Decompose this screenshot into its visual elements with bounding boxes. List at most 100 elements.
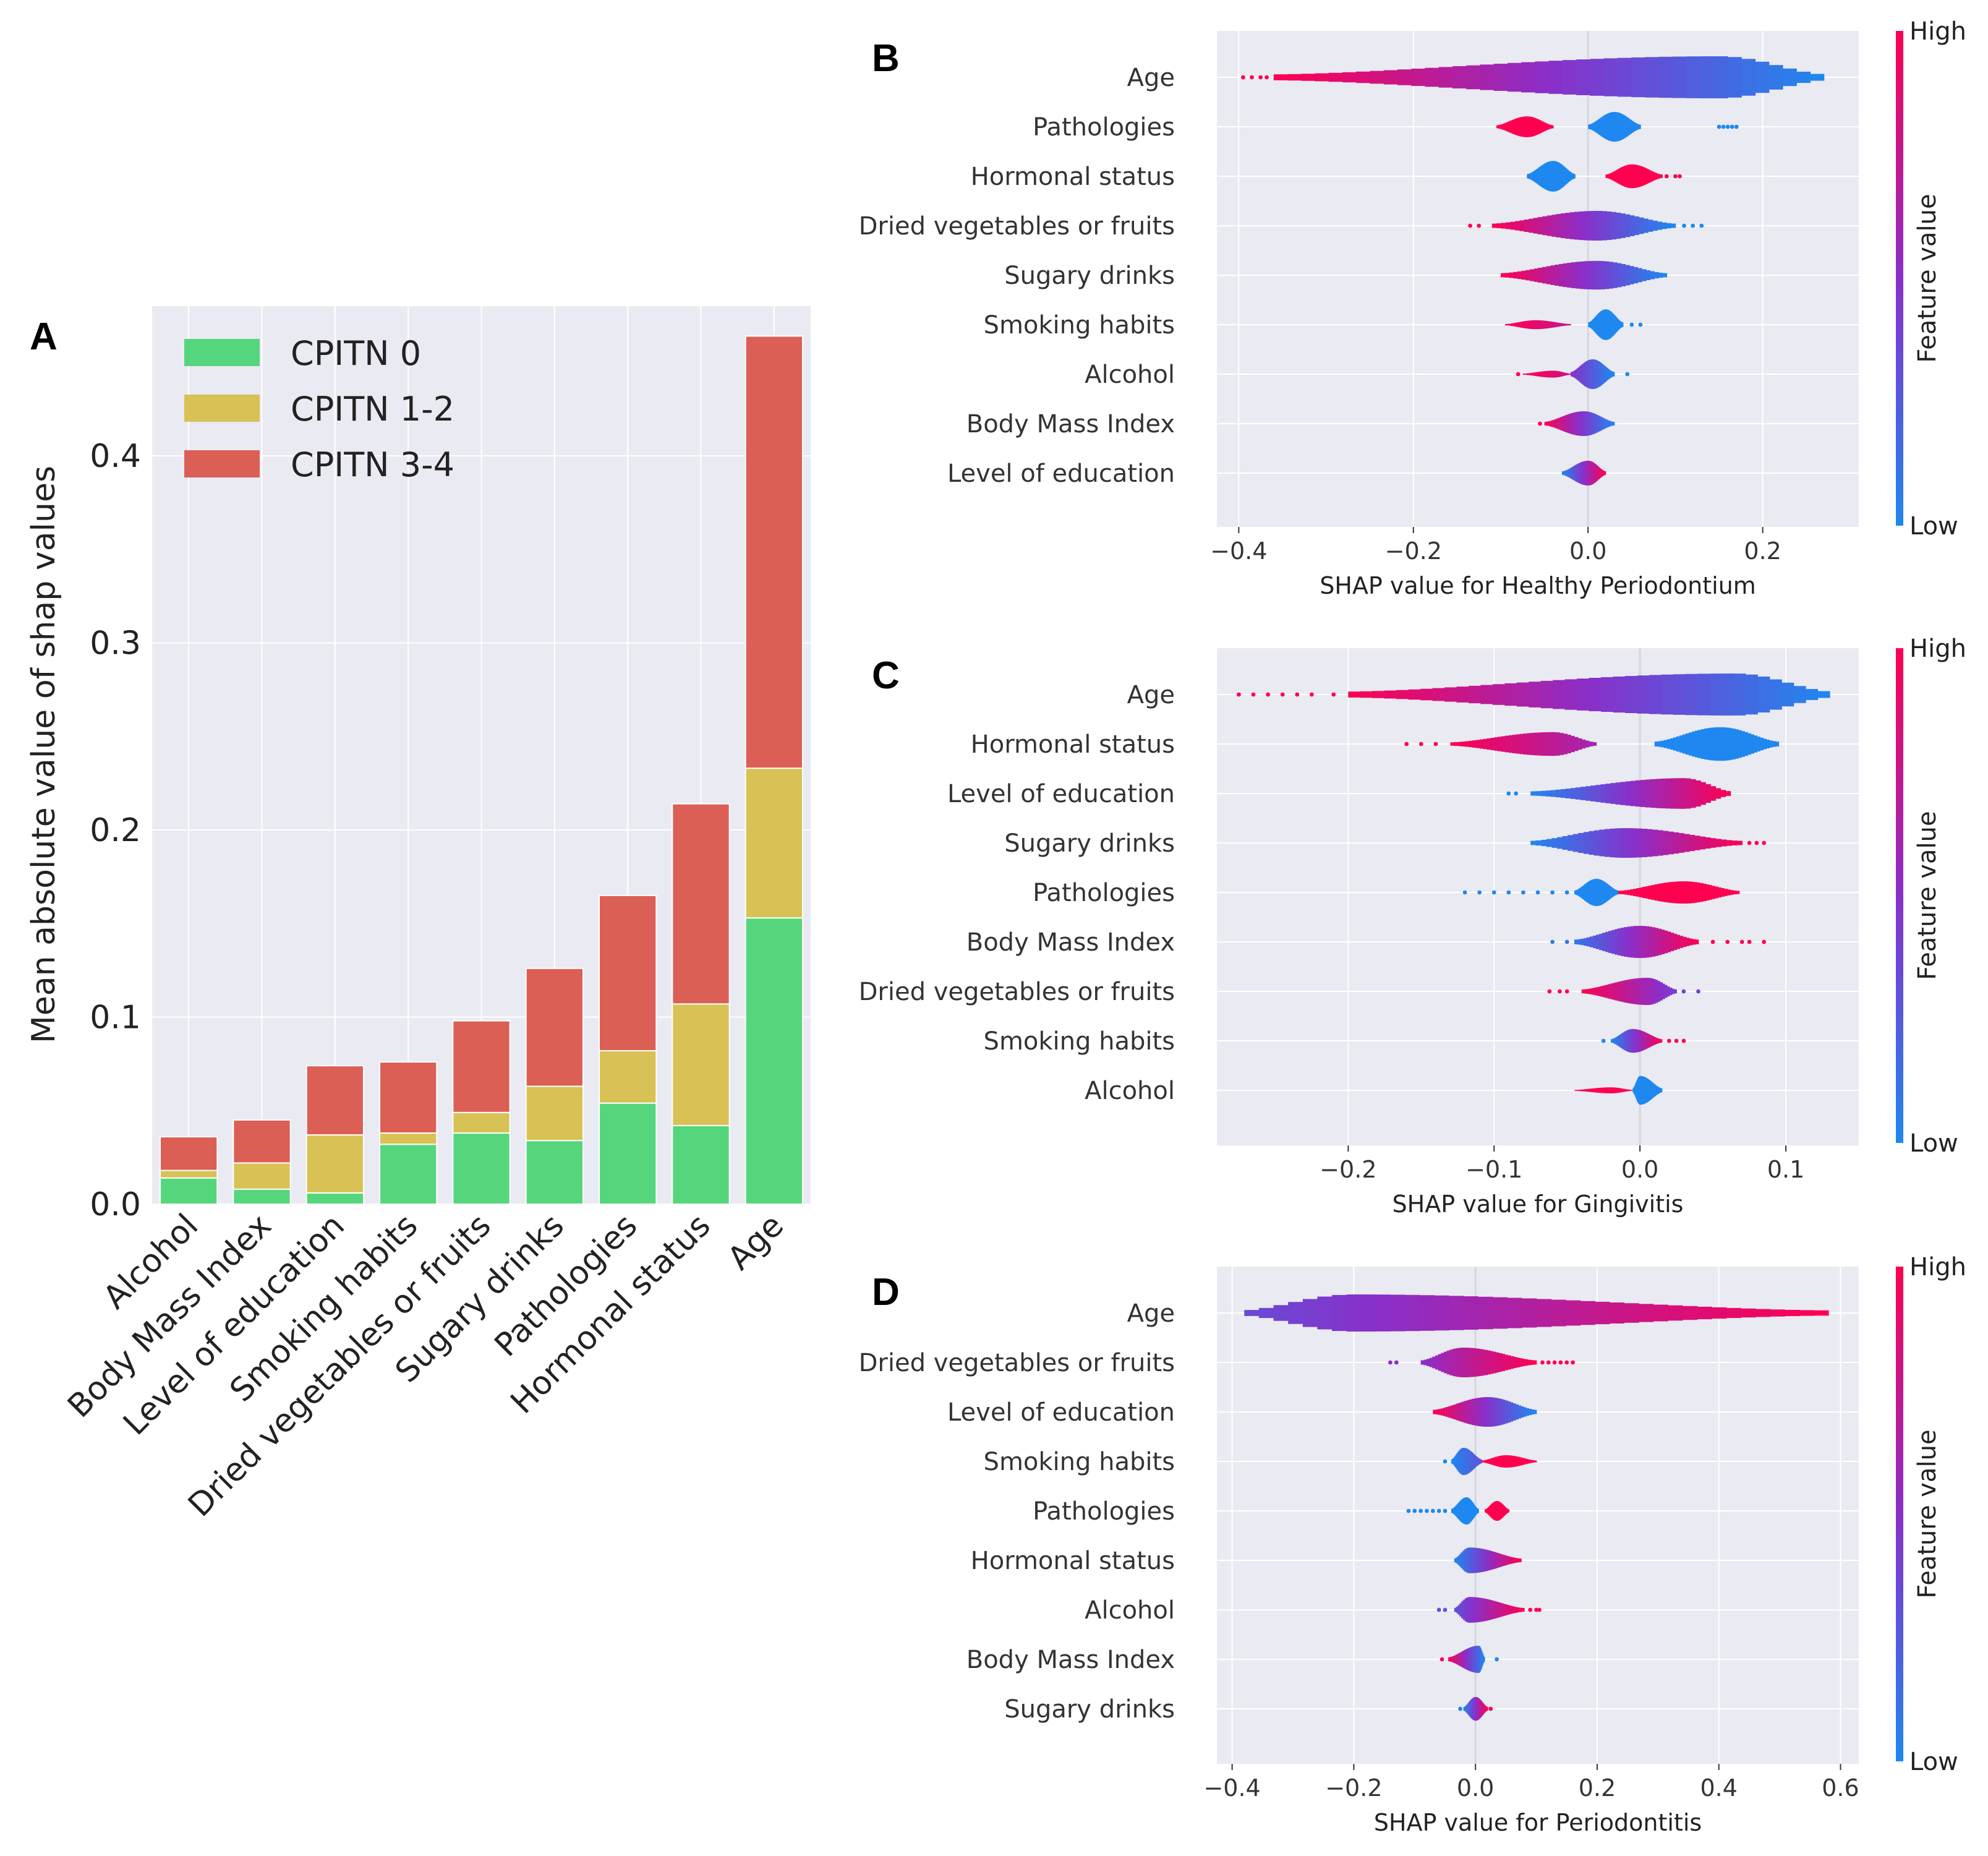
panel-b-violin-body-mass-index-0-30 <box>1597 415 1599 432</box>
panel-b-violin-body-mass-index-0-2 <box>1548 421 1550 426</box>
panel-c-violin-alcohol-0-18 <box>1600 1087 1603 1093</box>
panel-b-violin-hormonal-status-1-38 <box>1659 174 1662 179</box>
panel-d-violin-dried-vegetables-or-fruits-0-11 <box>1453 1348 1456 1377</box>
panel-c-violin-hormonal-status-1-17 <box>1707 728 1711 760</box>
panel-d-violin-alcohol-0-27 <box>1501 1603 1504 1617</box>
panel-c-violin-pathologies-1-33 <box>1718 887 1721 898</box>
panel-d-violin-level-of-education-0-0 <box>1433 1409 1436 1414</box>
panel-d-violin-hormonal-status-0-4 <box>1461 1552 1464 1569</box>
panel-d-violin-smoking-habits-1-35 <box>1529 1460 1532 1463</box>
panel-b-violin-hormonal-status-1-35 <box>1655 173 1657 180</box>
panel-c-violin-sugary-drinks-0-17 <box>1620 828 1626 858</box>
panel-c-violin-alcohol-0-5 <box>1581 1089 1584 1092</box>
panel-d-violin-pathologies-1-10 <box>1490 1504 1492 1518</box>
panel-b-violin-smoking-habits-0-30 <box>1554 322 1556 328</box>
panel-b-violin-dried-vegetables-or-fruits-0-9 <box>1533 218 1538 234</box>
panel-d-violin-smoking-habits-0-38 <box>1480 1459 1482 1464</box>
panel-c-violin-alcohol-1-25 <box>1650 1081 1652 1100</box>
panel-b-violin-alcohol-0-18 <box>1544 371 1546 377</box>
panel-b-violin-age-0-22 <box>1576 59 1591 95</box>
panel-a-legend: CPITN 0 CPITN 1-2 CPITN 3-4 <box>184 334 454 484</box>
panel-c-violin-smoking-habits-0-10 <box>1623 1032 1626 1050</box>
panel-b-violin-pathologies-0-19 <box>1523 116 1525 137</box>
panel-c-dot-pathologies-5 <box>1535 890 1540 895</box>
panel-d-violin-body-mass-index-0-9 <box>1456 1654 1458 1665</box>
panel-b-violin-smoking-habits-0-10 <box>1521 321 1524 328</box>
panel-c-violin-pathologies-1-8 <box>1642 887 1646 898</box>
panel-c-violin-hormonal-status-0-7 <box>1475 740 1480 748</box>
panel-d-violin-body-mass-index-0-24 <box>1470 1647 1472 1672</box>
panel-b-violin-sugary-drinks-0-2 <box>1509 272 1514 278</box>
panel-d-violin-body-mass-index-0-13 <box>1460 1652 1462 1667</box>
panel-c-violin-smoking-habits-0-38 <box>1659 1038 1662 1043</box>
panel-b-violin-smoking-habits-1-8 <box>1595 316 1597 333</box>
panel-c-violin-hormonal-status-1-2 <box>1660 740 1665 748</box>
panel-d-violin-dried-vegetables-or-fruits-0-34 <box>1519 1358 1522 1367</box>
panel-c-violin-alcohol-0-23 <box>1608 1087 1610 1093</box>
panel-d-violin-pathologies-1-0 <box>1484 1509 1486 1513</box>
panel-d-violin-smoking-habits-1-3 <box>1485 1460 1488 1463</box>
panel-c-violin-hormonal-status-0-26 <box>1545 732 1550 756</box>
panel-b-violin-smoking-habits-0-9 <box>1519 322 1522 328</box>
panel-b-feature-label-dried-vegetables-or-fruits: Dried vegetables or fruits <box>859 212 1175 241</box>
panel-b-violin-level-of-education-0-23 <box>1587 461 1589 485</box>
panel-c-violin-alcohol-1-15 <box>1644 1077 1645 1104</box>
panel-d-violin-dried-vegetables-or-fruits-0-5 <box>1435 1355 1439 1370</box>
panel-c-violin-hormonal-status-0-30 <box>1559 733 1564 755</box>
panel-b-xtick-label-1: −0.2 <box>1385 537 1442 565</box>
panel-b-violin-pathologies-0-26 <box>1533 118 1535 136</box>
panel-b-violin-pathologies-0-33 <box>1543 122 1545 132</box>
panel-b-violin-sugary-drinks-0-31 <box>1629 266 1634 284</box>
panel-b-violin-smoking-habits-1-29 <box>1613 314 1615 335</box>
panel-b-violin-hormonal-status-1-4 <box>1611 172 1613 181</box>
panel-c-violin-age-0-27 <box>1673 674 1686 715</box>
panel-c-dot-dried-vegetables-or-fruits-3 <box>1681 989 1686 994</box>
panel-c-violin-level-of-education-0-22 <box>1640 780 1646 807</box>
panel-b-violin-hormonal-status-1-12 <box>1622 166 1625 187</box>
panel-d-violin-body-mass-index-0-2 <box>1449 1657 1452 1662</box>
panel-d-violin-dried-vegetables-or-fruits-0-32 <box>1513 1356 1517 1369</box>
panel-c-dot-age-1 <box>1251 692 1256 697</box>
panel-b-violin-pathologies-1-36 <box>1635 123 1637 130</box>
panel-d-violin-sugary-drinks-0-3 <box>1465 1706 1467 1712</box>
panel-b-violin-body-mass-index-0-12 <box>1565 414 1568 433</box>
panel-c-violin-level-of-education-0-0 <box>1530 791 1537 796</box>
panel-b-violin-sugary-drinks-0-38 <box>1658 272 1663 278</box>
panel-b-violin-dried-vegetables-or-fruits-0-19 <box>1579 211 1584 241</box>
panel-d-violin-sugary-drinks-0-5 <box>1466 1704 1468 1713</box>
panel-d-dot-alcohol-3 <box>1534 1607 1538 1612</box>
panel-c-violin-body-mass-index-0-4 <box>1587 937 1590 947</box>
panel-d-violin-smoking-habits-0-16 <box>1463 1448 1465 1475</box>
panel-b-violin-dried-vegetables-or-fruits-0-2 <box>1501 223 1506 229</box>
bar-alcohol-cpitn-0 <box>160 1177 218 1205</box>
panel-b-violin-sugary-drinks-0-3 <box>1513 272 1518 279</box>
panel-c-violin-level-of-education-0-12 <box>1590 785 1597 802</box>
panel-b-violin-hormonal-status-1-5 <box>1612 171 1615 181</box>
panel-b-violin-level-of-education-0-36 <box>1601 469 1603 477</box>
panel-c-violin-sugary-drinks-0-31 <box>1694 836 1700 850</box>
panel-b-violin-dried-vegetables-or-fruits-0-39 <box>1671 223 1676 228</box>
panel-d-violin-age-0-29 <box>1668 1305 1683 1321</box>
panel-d-violin-hormonal-status-0-27 <box>1499 1554 1502 1567</box>
panel-d-violin-sugary-drinks-0-32 <box>1482 1703 1484 1715</box>
panel-b-violin-age-0-31 <box>1700 56 1715 98</box>
panel-c-violin-hormonal-status-0-1 <box>1454 742 1459 746</box>
panel-d-violin-pathologies-0-15 <box>1461 1499 1463 1523</box>
bar-sugary-drinks-cpitn-3-4 <box>525 967 584 1087</box>
panel-d-violin-hormonal-status-0-22 <box>1491 1551 1493 1570</box>
panel-d-violin-pathologies-1-24 <box>1499 1502 1501 1520</box>
panel-b-violin-hormonal-status-0-9 <box>1537 168 1540 185</box>
panel-d-violin-level-of-education-0-28 <box>1505 1400 1509 1424</box>
panel-c-violin-dried-vegetables-or-fruits-0-11 <box>1607 984 1611 999</box>
panel-d-violin-pathologies-1-27 <box>1501 1503 1503 1519</box>
panel-c-violin-smoking-habits-0-37 <box>1658 1038 1660 1043</box>
panel-b-violin-hormonal-status-0-3 <box>1530 173 1532 180</box>
panel-d-violin-dried-vegetables-or-fruits-0-28 <box>1501 1354 1505 1371</box>
panel-d-violin-dried-vegetables-or-fruits-0-31 <box>1510 1356 1514 1369</box>
panel-c-violin-hormonal-status-1-0 <box>1654 742 1658 746</box>
panel-b-violin-body-mass-index-0-19 <box>1577 411 1580 436</box>
panel-d-violin-dried-vegetables-or-fruits-0-30 <box>1507 1355 1511 1370</box>
panel-d-violin-alcohol-0-5 <box>1462 1599 1465 1620</box>
panel-d-violin-smoking-habits-1-29 <box>1521 1458 1524 1465</box>
panel-b-violin-smoking-habits-0-20 <box>1538 320 1540 330</box>
